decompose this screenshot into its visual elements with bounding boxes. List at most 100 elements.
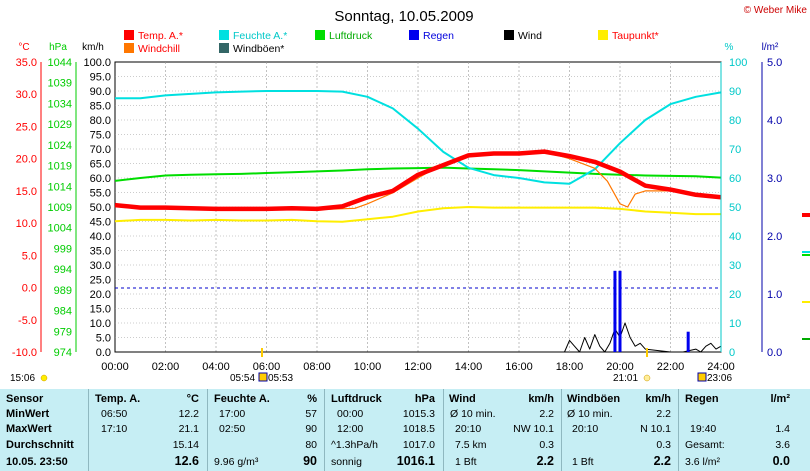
- axis-tick-label: 999: [54, 243, 72, 255]
- temp-unit: °C: [186, 393, 199, 405]
- axis-tick-label: 2.0: [767, 231, 782, 243]
- x-tick-label: 18:00: [556, 361, 584, 373]
- divider: [324, 389, 325, 471]
- x-tick-label: 08:00: [303, 361, 331, 373]
- axis-tick-label: 60: [729, 173, 741, 185]
- axis-tick-label: 55.0: [90, 188, 111, 200]
- wind-max-time: 20:10: [455, 423, 482, 435]
- x-tick-label: 04:00: [202, 361, 230, 373]
- humidity-current: 90: [303, 454, 317, 468]
- wind-unit: km/h: [528, 393, 554, 405]
- rain-unit: l/m²: [770, 393, 790, 405]
- pressure-avg: 1017.0: [402, 439, 435, 451]
- sunrise-label: 05:54: [230, 373, 255, 384]
- legend-label: Temp. A.*: [138, 30, 183, 42]
- axis-tick-label: 1039: [48, 78, 72, 90]
- rain-max-time: 19:40: [690, 423, 717, 435]
- axis-tick-label: 70.0: [90, 144, 111, 156]
- legend-label: Regen: [423, 30, 454, 42]
- axis-tick-label: 1019: [48, 161, 72, 173]
- legend-label: Taupunkt*: [612, 30, 659, 42]
- temp-min-time: 06:50: [101, 408, 128, 420]
- axis-tick-label: 1014: [48, 181, 72, 193]
- axis-tick-label: 974: [54, 347, 72, 359]
- pressure-min: 1015.3: [402, 408, 435, 420]
- row-label-avg: Durchschnitt: [6, 439, 74, 451]
- legend-label: Feuchte A.*: [233, 30, 287, 42]
- sunrise-icon: [258, 372, 268, 382]
- axis-tick-label: 30.0: [16, 89, 37, 101]
- divider: [207, 389, 208, 471]
- axis-tick-label: 15.0: [90, 304, 111, 316]
- rain-current: 0.0: [772, 454, 790, 468]
- humidity-side-mark: [802, 251, 810, 253]
- axis-tick-label: 90: [729, 86, 741, 98]
- gust-current: 2.2: [653, 454, 671, 468]
- gust-max: N 10.1: [640, 423, 671, 435]
- axis-tick-label: 90.0: [90, 86, 111, 98]
- axis-tick-label: 25.0: [90, 275, 111, 287]
- axis-tick-label: 1.0: [767, 289, 782, 301]
- axis-tick-label: 95.0: [90, 72, 111, 84]
- x-tick-label: 20:00: [606, 361, 634, 373]
- axis-header: %: [725, 42, 734, 53]
- x-tick-label: 10:00: [354, 361, 382, 373]
- x-tick-label: 22:00: [657, 361, 685, 373]
- temp-header: Temp. A.: [95, 393, 141, 405]
- x-tick-label: 14:00: [455, 361, 483, 373]
- axis-header: °C: [18, 42, 29, 53]
- pressure-current: 1016.1: [396, 454, 435, 468]
- copyright-label: © Weber Mike: [744, 5, 808, 16]
- chart-legend: Temp. A.* Feuchte A.* Luftdruck Regen Wind Ta…: [124, 30, 659, 55]
- humidity-max-time: 02:50: [219, 423, 246, 435]
- axis-tick-label: 35.0: [90, 246, 111, 258]
- divider: [561, 389, 562, 471]
- gust-min: 2.2: [656, 408, 671, 420]
- divider: [88, 389, 89, 471]
- rain-bar: [686, 331, 690, 352]
- wind-line: [115, 322, 722, 353]
- axis-tick-label: 20.0: [90, 289, 111, 301]
- moon-icon: [643, 374, 651, 382]
- wind-min-label: Ø 10 min.: [450, 408, 496, 420]
- rain-bar: [613, 270, 617, 352]
- pressure-header: Luftdruck: [331, 393, 382, 405]
- axis-tick-label: 20.0: [16, 154, 37, 166]
- axis-tick-label: 5.0: [96, 333, 111, 345]
- dewpoint-line: [114, 206, 721, 223]
- dewpoint-side-mark: [802, 301, 810, 303]
- legend-swatch: [219, 30, 229, 40]
- axis-tick-label: 5.0: [22, 250, 37, 262]
- temp-avg: 15.14: [172, 439, 199, 451]
- axis-header: km/h: [82, 42, 104, 53]
- sun-marks: 15:06 05:54 05:53 21:01 23:06: [10, 348, 732, 384]
- weather-forecast: sonnig: [331, 456, 362, 468]
- divider: [443, 389, 444, 471]
- x-tick-label: 24:00: [707, 361, 735, 373]
- wind-max: NW 10.1: [513, 423, 554, 435]
- row-label-min: MinWert: [6, 408, 50, 420]
- moonrise-icon: [697, 372, 707, 382]
- temp-side-mark: [802, 213, 810, 217]
- axis-tick-label: 85.0: [90, 101, 111, 113]
- wind-side-mark: [802, 338, 810, 340]
- rain-header: Regen: [685, 393, 719, 405]
- rain-total-label: Gesamt:: [685, 439, 725, 451]
- axis-tick-label: 80: [729, 115, 741, 127]
- humidity-min-time: 17:00: [219, 408, 246, 420]
- pressure-trend: ^1.3hPa/h: [331, 439, 378, 451]
- gust-unit: km/h: [645, 393, 671, 405]
- wind-min: 2.2: [539, 408, 554, 420]
- series-layer: [114, 90, 722, 353]
- axis-header: hPa: [49, 42, 67, 53]
- axis-tick-label: 994: [54, 264, 72, 276]
- temp-max: 21.1: [178, 423, 199, 435]
- axis-tick-label: 1009: [48, 202, 72, 214]
- axis-tick-label: 10.0: [16, 218, 37, 230]
- pressure-max: 1018.5: [402, 423, 435, 435]
- x-tick-label: 16:00: [505, 361, 533, 373]
- axis-headers: °C hPa km/h% l/m²: [18, 42, 779, 53]
- time-left-label: 15:06: [10, 373, 35, 384]
- right-side-marks: [802, 213, 810, 340]
- rain-bar: [618, 270, 622, 352]
